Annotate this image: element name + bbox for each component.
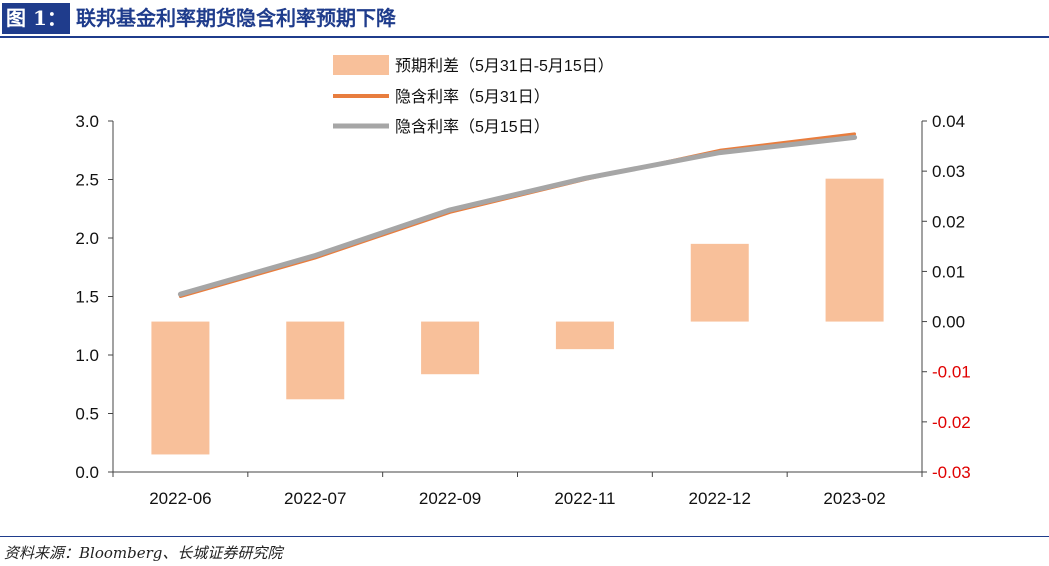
right-tick-label: 0.00 (932, 313, 965, 332)
footer-rule (0, 536, 1049, 537)
figure-title: 联邦基金利率期货隐含利率预期下降 (76, 6, 396, 30)
chart: 3.0 2.5 2.0 1.5 1.0 0.5 0.0 0.04 0.03 0.02 0.01 0.0… (75, 55, 971, 508)
right-tick-label: 0.03 (932, 162, 965, 181)
right-tick-label: 0.02 (932, 212, 965, 231)
spread-bar (286, 321, 345, 400)
legend-label-0531: 隐含利率（5月31日） (395, 88, 550, 106)
legend-label-0515: 隐含利率（5月15日） (395, 118, 550, 136)
x-tick-label: 2022-09 (419, 489, 481, 508)
x-tick-label: 2022-12 (689, 489, 751, 508)
spread-bar (825, 178, 884, 322)
left-tick-label: 3.0 (75, 112, 99, 131)
left-tick-label: 2.0 (75, 229, 99, 248)
left-tick-label: 0.0 (75, 463, 99, 482)
spread-bar (421, 321, 480, 375)
right-tick-label: -0.01 (932, 363, 971, 382)
right-tick-label: 0.01 (932, 262, 965, 281)
header-rule (0, 36, 1049, 38)
left-tick-label: 0.5 (75, 405, 99, 424)
x-tick-label: 2022-11 (554, 489, 615, 508)
legend-swatch-bar (333, 55, 389, 75)
left-tick-label: 2.5 (75, 171, 99, 190)
source-note: 资料来源：Bloomberg、长城证券研究院 (4, 544, 283, 562)
left-tick-label: 1.5 (75, 288, 99, 307)
legend-label-bar: 预期利差（5月31日-5月15日） (395, 57, 614, 75)
x-tick-label: 2022-07 (284, 489, 346, 508)
spread-bar (151, 321, 210, 455)
spread-bar (690, 243, 749, 322)
left-tick-label: 1.0 (75, 346, 99, 365)
right-tick-label: 0.04 (932, 112, 965, 131)
x-tick-label: 2023-02 (823, 489, 885, 508)
figure-label: 图 1： (2, 3, 70, 34)
figure-header: 图 1： 联邦基金利率期货隐含利率预期下降 (0, 0, 1049, 37)
right-tick-label: -0.02 (932, 413, 971, 432)
spread-bar (555, 321, 614, 350)
line-implied-rate-0531 (178, 132, 857, 298)
right-tick-label: -0.03 (932, 463, 971, 482)
x-tick-label: 2022-06 (149, 489, 211, 508)
line-implied-rate-0515 (177, 134, 858, 297)
